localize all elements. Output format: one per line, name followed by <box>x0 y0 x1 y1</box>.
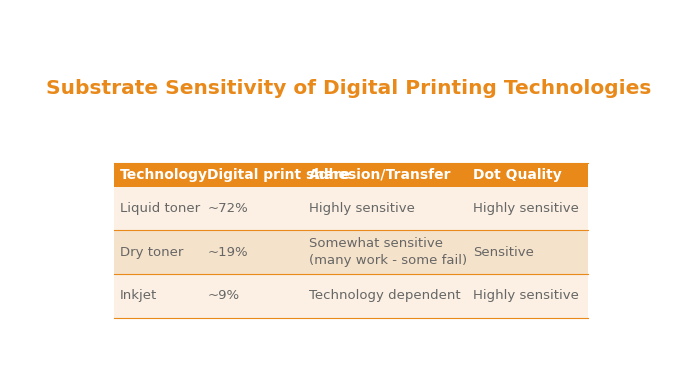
Text: Substrate Sensitivity of Digital Printing Technologies: Substrate Sensitivity of Digital Printin… <box>46 79 651 98</box>
Text: Inkjet: Inkjet <box>120 290 157 302</box>
Text: Highly sensitive: Highly sensitive <box>309 202 415 215</box>
Text: Dot Quality: Dot Quality <box>473 168 562 182</box>
Text: Liquid toner: Liquid toner <box>120 202 200 215</box>
Text: ~9%: ~9% <box>207 290 239 302</box>
Text: ~19%: ~19% <box>207 246 248 259</box>
Text: Digital print share: Digital print share <box>207 168 350 182</box>
Text: Technology dependent: Technology dependent <box>309 290 461 302</box>
Bar <box>114 230 588 274</box>
Text: Adhesion/Transfer: Adhesion/Transfer <box>309 168 452 182</box>
Bar <box>114 187 588 230</box>
Text: Dry toner: Dry toner <box>120 246 183 259</box>
Text: Highly sensitive: Highly sensitive <box>473 290 579 302</box>
Text: ~72%: ~72% <box>207 202 248 215</box>
Bar <box>114 163 588 187</box>
Text: Somewhat sensitive
(many work - some fail): Somewhat sensitive (many work - some fai… <box>309 237 468 267</box>
Text: Sensitive: Sensitive <box>473 246 534 259</box>
Text: Highly sensitive: Highly sensitive <box>473 202 579 215</box>
Bar <box>114 274 588 318</box>
Text: Technology: Technology <box>120 168 207 182</box>
